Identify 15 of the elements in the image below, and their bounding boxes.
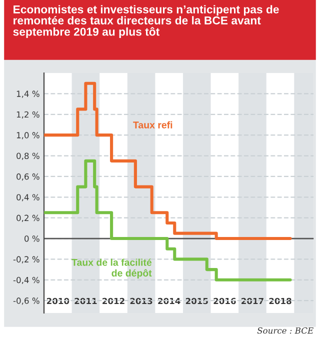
y-tick-label: 1,0 % bbox=[16, 132, 40, 140]
y-tick-label: -0,4 % bbox=[13, 276, 40, 284]
y-tick-label: -0,2 % bbox=[13, 256, 40, 264]
y-tick-label: -0,6 % bbox=[13, 298, 40, 305]
y-tick-label: 1,2 % bbox=[16, 111, 40, 119]
y-tick-label: 1,4 % bbox=[16, 90, 40, 98]
text: Taux refi bbox=[133, 121, 172, 128]
series-label: Taux de la facilité de dépôt bbox=[72, 258, 152, 278]
chart-title: Economistes et investisseurs n’anticipent pas de remontée des taux directeurs de la BCE avant septembre 2019 au plus tôt bbox=[13, 5, 279, 38]
y-tick-label: 0,8 % bbox=[16, 152, 40, 160]
source-note: Source : BCE bbox=[257, 327, 314, 334]
y-tick-label: 0 % bbox=[24, 235, 40, 242]
y-tick-label: 0,4 % bbox=[16, 194, 40, 202]
y-tick-label: 0,6 % bbox=[16, 173, 40, 181]
y-tick-label: 0,2 % bbox=[16, 214, 40, 222]
